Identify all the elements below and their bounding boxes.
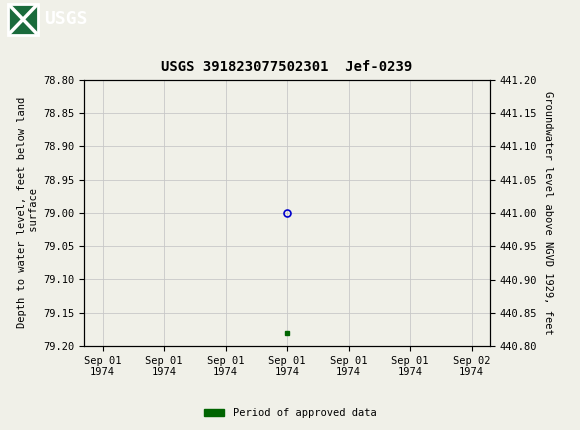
- Y-axis label: Groundwater level above NGVD 1929, feet: Groundwater level above NGVD 1929, feet: [543, 91, 553, 335]
- Text: USGS: USGS: [44, 10, 88, 28]
- Title: USGS 391823077502301  Jef-0239: USGS 391823077502301 Jef-0239: [161, 60, 413, 74]
- Y-axis label: Depth to water level, feet below land
 surface: Depth to water level, feet below land su…: [17, 97, 39, 329]
- Legend: Period of approved data: Period of approved data: [200, 404, 380, 423]
- FancyBboxPatch shape: [8, 4, 38, 35]
